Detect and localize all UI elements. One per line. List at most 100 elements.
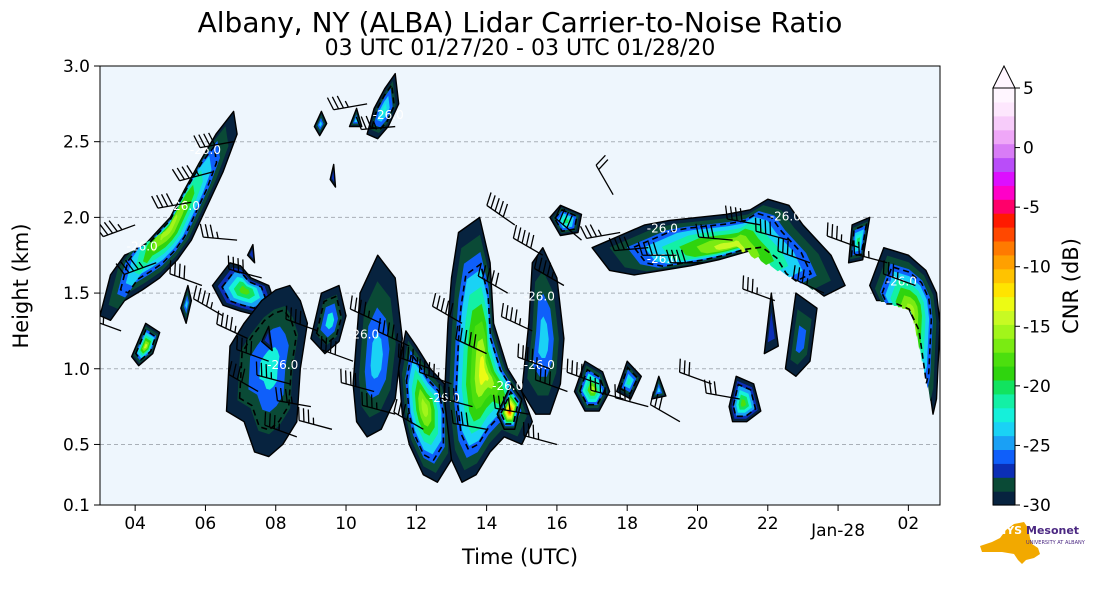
colorbar-swatch	[993, 324, 1015, 339]
wind-barb	[349, 295, 382, 324]
colorbar-swatch	[993, 268, 1015, 284]
wind-barb	[486, 192, 516, 226]
colorbar-swatch	[993, 88, 1015, 103]
colorbar-swatch	[993, 227, 1015, 242]
y-tick-label: 0.1	[63, 496, 90, 516]
colorbar-tick-label: 0	[1023, 139, 1034, 159]
contour-label: -26.0	[373, 108, 404, 122]
wind-barb	[227, 255, 262, 279]
wind-barb	[169, 260, 203, 287]
wind-barb	[637, 242, 677, 256]
cnr-cloud-region	[784, 292, 818, 377]
y-tick-label: 1.0	[63, 360, 90, 380]
y-tick-label: 2.0	[63, 208, 90, 228]
wind-barb	[228, 361, 259, 393]
wind-barb	[115, 258, 157, 276]
cnr-contour-level	[538, 316, 549, 358]
colorbar-swatch	[993, 296, 1015, 311]
colorbar-swatch	[993, 213, 1015, 228]
cnr-cloud-region	[313, 110, 328, 137]
cnr-cloud-region	[573, 360, 611, 412]
colorbar-swatch	[993, 477, 1015, 492]
cnr-contour-level	[370, 333, 383, 379]
contour-label: -26.0	[492, 379, 523, 393]
cnr-dashed-contour	[371, 82, 396, 132]
contour-label: -26.0	[267, 358, 298, 372]
colorbar-swatch	[993, 352, 1015, 367]
x-tick-label: 04	[124, 514, 146, 534]
wind-barb	[678, 358, 712, 385]
wind-barb	[193, 132, 234, 149]
cnr-contour-level	[264, 332, 270, 345]
cnr-cloud-region	[329, 163, 337, 188]
cnr-dashed-contour	[732, 383, 757, 418]
wind-barbs	[100, 95, 916, 446]
cnr-dashed-contour	[315, 295, 343, 346]
cnr-cloud-region	[310, 284, 347, 355]
plot-frame	[99, 65, 941, 506]
y-axis-ticks: 0.1 0.5 1.0 1.5 2.0 2.5 3.0	[63, 57, 100, 516]
colorbar-label: CNR (dB)	[1059, 238, 1083, 334]
cnr-dashed-contour	[119, 144, 218, 294]
colorbar-tick-label: -20	[1023, 377, 1051, 397]
wind-barb	[533, 255, 565, 287]
contour-label: -26.0	[169, 199, 200, 213]
wind-barb	[151, 193, 192, 209]
wind-barb	[566, 358, 600, 385]
colorbar-swatch	[993, 240, 1015, 256]
cnr-contour-level	[239, 285, 250, 295]
colorbar-swatch	[993, 338, 1015, 353]
cnr-contour-level	[657, 386, 661, 393]
cnr-contour-level	[795, 325, 807, 354]
x-tick-label: 18	[616, 514, 638, 534]
cnr-contour-level	[354, 117, 358, 122]
cnr-dashed-contour	[134, 329, 157, 362]
wind-barb	[340, 369, 375, 393]
cnr-contour-level	[900, 295, 919, 338]
cnr-cloud-region	[651, 375, 667, 400]
colorbar-tick-label: -10	[1023, 258, 1051, 278]
cnr-dashed-contour	[632, 212, 813, 283]
colorbar-swatch	[993, 310, 1015, 325]
wind-barb	[554, 205, 582, 241]
colorbar-tick-label: 5	[1023, 79, 1034, 99]
cnr-contour-level	[856, 237, 861, 245]
x-axis-ticks: 04 06 08 10 12 14 16 18 20 22 Jan-28 02	[124, 505, 919, 541]
cnr-contour-level	[185, 299, 188, 310]
contour-label: -26.0	[647, 222, 678, 236]
cnr-dashed-contour	[553, 209, 578, 233]
cnr-cloud-region	[130, 322, 161, 367]
cnr-dashed-contour	[579, 368, 606, 406]
colorbar-swatch	[993, 115, 1015, 131]
wind-barb	[595, 154, 614, 195]
cnr-contour-level	[626, 377, 632, 386]
logo-nys-text: NYS	[997, 524, 1023, 537]
y-axis-label: Height (km)	[9, 223, 33, 348]
colorbar-swatch	[993, 463, 1015, 478]
wind-barb	[320, 335, 354, 362]
wind-barb	[285, 305, 319, 332]
wind-barb	[512, 224, 544, 256]
colorbar-swatch	[993, 129, 1015, 145]
colorbar-swatch	[993, 379, 1015, 395]
wind-barb	[393, 398, 424, 430]
wind-barb	[100, 317, 122, 332]
colorbar-tick-label: -30	[1023, 496, 1051, 516]
cnr-contour-level	[479, 355, 489, 386]
cnr-contour-level	[143, 343, 148, 349]
x-tick-label: 12	[405, 514, 427, 534]
wind-barb	[477, 262, 509, 294]
cnr-dashed-contour	[619, 365, 639, 396]
cnr-cloud-region	[763, 292, 779, 355]
wind-barb	[579, 224, 621, 240]
contour-label: -26.0	[190, 143, 221, 157]
cnr-cloud-region	[180, 284, 193, 324]
colorbar-swatch	[993, 185, 1015, 200]
cnr-dashed-contour	[881, 265, 933, 384]
contour-label: -26.0	[127, 240, 158, 254]
colorbar-swatch	[993, 101, 1015, 117]
colorbar-swatch	[993, 254, 1015, 270]
ny-state-shape-icon	[980, 522, 1040, 564]
x-tick-label: 10	[335, 514, 357, 534]
